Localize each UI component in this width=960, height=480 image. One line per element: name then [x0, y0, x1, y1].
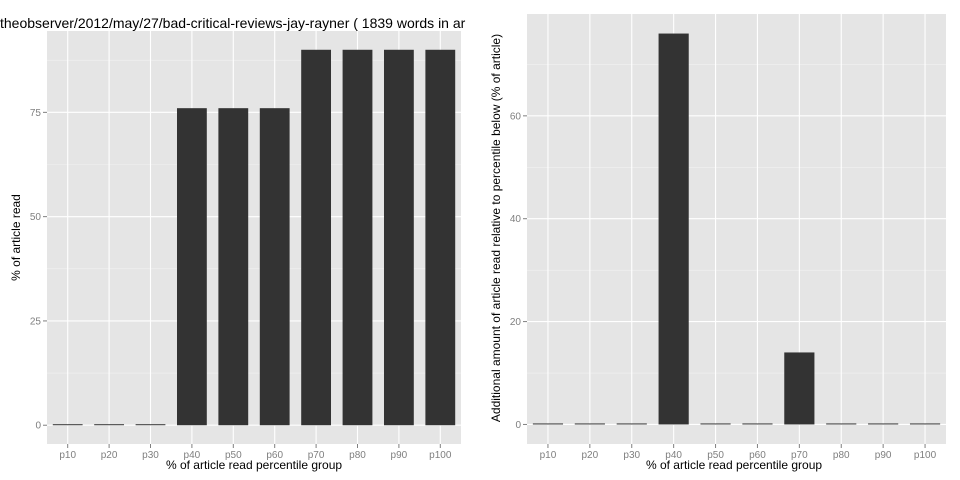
right-bar-p20	[574, 423, 605, 425]
left-x-tick-label: p80	[349, 450, 366, 461]
right-y-tick-label: 60	[510, 111, 522, 122]
right-x-tick-label: p50	[707, 450, 724, 461]
left-x-tick-label: p10	[59, 450, 76, 461]
right-plot-background	[527, 14, 946, 444]
left-x-tick-label: p100	[429, 450, 452, 461]
right-x-tick-label: p70	[791, 450, 808, 461]
right-bar-p40	[658, 33, 689, 425]
right-bar-p30	[616, 423, 647, 425]
left-bar-p10	[52, 424, 83, 426]
right-x-tick-label: p30	[623, 450, 640, 461]
left-x-tick-label: p50	[225, 450, 242, 461]
right-y-tick-label: 0	[515, 420, 521, 431]
left-bar-p20	[94, 424, 125, 426]
right-bar-p90	[868, 423, 899, 425]
left-y-axis-title: % of article read	[9, 194, 23, 281]
left-bar-p80	[342, 49, 373, 426]
left-x-tick-label: p30	[142, 450, 159, 461]
left-bar-p100	[425, 49, 456, 426]
right-x-tick-label: p100	[914, 450, 937, 461]
left-x-tick-label: p40	[184, 450, 201, 461]
left-y-tick-label: 0	[35, 421, 41, 432]
right-bar-p100	[909, 423, 941, 425]
left-y-tick-label: 25	[30, 316, 42, 327]
left-x-tick-label: p70	[308, 450, 325, 461]
right-x-tick-label: p40	[665, 450, 682, 461]
right-x-axis-title: % of article read percentile group	[646, 458, 822, 472]
left-bar-p40	[176, 108, 207, 426]
left-y-ticks: 0 25 50 75	[30, 108, 47, 432]
left-x-tick-label: p60	[266, 450, 283, 461]
left-chart-title: theobserver/2012/may/27/bad-critical-rev…	[0, 15, 466, 31]
right-x-ticks: p10 p20 p30 p40 p50 p60 p70 p80 p90 p100	[540, 444, 937, 461]
right-y-tick-label: 40	[510, 214, 522, 225]
right-bar-p80	[826, 423, 857, 425]
left-bar-p70	[301, 49, 332, 426]
left-x-tick-label: p20	[101, 450, 118, 461]
right-x-tick-label: p90	[875, 450, 892, 461]
left-y-tick-label: 75	[30, 108, 42, 119]
right-bar-p70	[784, 352, 815, 425]
left-y-tick-label: 50	[30, 212, 42, 223]
right-bar-p10	[532, 423, 564, 425]
right-y-axis-title: Additional amount of article read relati…	[489, 34, 503, 422]
left-bar-p60	[259, 108, 290, 426]
left-bar-p90	[383, 49, 414, 426]
left-bar-p50	[218, 108, 249, 426]
right-x-tick-label: p60	[749, 450, 766, 461]
right-bar-p50	[700, 423, 731, 425]
right-y-ticks: 0 20 40 60	[510, 111, 527, 431]
left-x-axis-title: % of article read percentile group	[166, 458, 342, 472]
left-bars	[52, 49, 456, 426]
right-x-tick-label: p20	[582, 450, 599, 461]
right-bars	[532, 33, 941, 425]
right-bar-p60	[742, 423, 773, 425]
left-bar-p30	[135, 424, 166, 426]
right-y-tick-label: 20	[510, 317, 522, 328]
left-x-tick-label: p90	[391, 450, 408, 461]
right-x-tick-label: p80	[833, 450, 850, 461]
right-x-tick-label: p10	[540, 450, 557, 461]
left-x-ticks: p10 p20 p30 p40 p50 p60 p70 p80 p90 p100	[59, 444, 452, 461]
